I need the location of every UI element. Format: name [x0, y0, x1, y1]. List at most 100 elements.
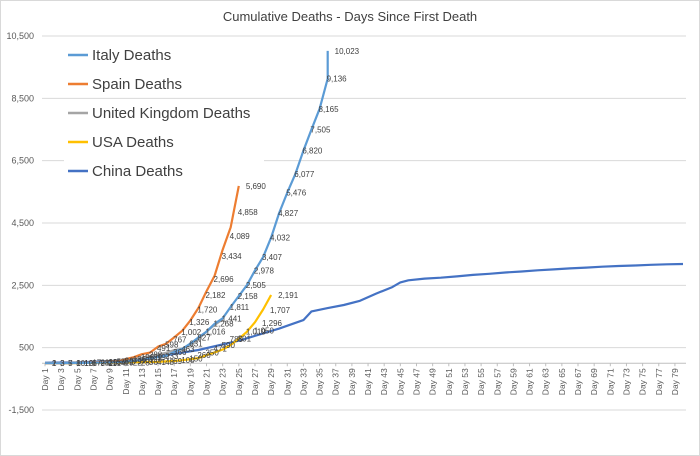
data-label: 22: [133, 359, 142, 368]
legend-label: USA Deaths: [92, 134, 174, 151]
legend-entry-bg: [64, 100, 264, 122]
x-tick-label: Day 37: [331, 368, 341, 395]
x-axis-ticks: Day 1 Day 3 Day 5 Day 7 Day 9 Day 11 Day 13 Day…: [40, 363, 680, 395]
data-label: 8: [76, 359, 81, 368]
data-label: 11: [109, 359, 118, 368]
data-label: 801: [238, 334, 252, 343]
data-label: 41: [157, 358, 166, 367]
data-label: 2,158: [238, 292, 259, 301]
x-tick-label: Day 3: [56, 368, 66, 390]
data-label: 79: [133, 357, 142, 366]
data-label: 350: [205, 348, 219, 357]
data-label: 12: [84, 359, 93, 368]
data-label: 28: [100, 358, 109, 367]
x-tick-label: Day 59: [508, 368, 518, 395]
x-tick-label: Day 29: [266, 368, 276, 395]
legend-entry-bg: [64, 71, 264, 93]
legend-label: Spain Deaths: [92, 76, 182, 93]
y-axis-ticks: -1,500 500 2,500 4,500 6,500 8,500 10,500: [6, 31, 34, 415]
data-label: 767: [173, 335, 187, 344]
data-labels: 10,023 9,136 8,165 7,505 6,820 6,077 5,476 4,82…: [52, 47, 360, 368]
x-tick-label: Day 23: [218, 368, 228, 395]
x-tick-label: Day 77: [654, 368, 664, 395]
data-label: 1,720: [197, 306, 218, 315]
legend: Italy Deaths Spain Deaths United Kingdom D…: [64, 42, 264, 180]
data-label: 8,165: [319, 105, 340, 114]
data-label: 35: [109, 358, 118, 367]
x-tick-label: Day 49: [428, 368, 438, 395]
x-tick-label: Day 35: [315, 368, 325, 395]
data-label: 196: [141, 353, 155, 362]
data-label: 10: [76, 359, 85, 368]
data-label: 55: [117, 358, 126, 367]
x-tick-label: Day 65: [557, 368, 567, 395]
data-label: 233: [165, 352, 179, 361]
x-tick-label: Day 31: [282, 368, 292, 395]
y-tick-label: -1,500: [8, 405, 34, 415]
x-tick-label: Day 25: [234, 368, 244, 395]
y-tick-label: 6,500: [11, 156, 34, 166]
x-tick-label: Day 69: [589, 368, 599, 395]
x-tick-label: Day 67: [573, 368, 583, 395]
data-label: 4,032: [270, 234, 291, 243]
x-tick-label: Day 51: [444, 368, 454, 395]
series-lines: [44, 50, 684, 365]
data-label: 1,019: [246, 327, 267, 336]
data-label: 1,002: [181, 328, 202, 337]
data-label: 69: [173, 357, 182, 366]
data-label: 1: [52, 359, 57, 368]
data-label: 2,191: [278, 291, 299, 300]
data-label: 4,858: [238, 208, 259, 217]
data-label: 2,978: [254, 266, 275, 275]
x-tick-label: Day 41: [363, 368, 373, 395]
x-tick-label: Day 73: [621, 368, 631, 395]
x-tick-label: Day 1: [40, 368, 50, 390]
data-label: 366: [173, 348, 187, 357]
data-label: 260: [197, 351, 211, 360]
data-label: 3: [60, 359, 65, 368]
x-tick-label: Day 45: [395, 368, 405, 395]
data-label: 1,707: [270, 306, 291, 315]
x-tick-label: Day 19: [185, 368, 195, 395]
data-label: 471: [214, 345, 228, 354]
data-label: 6,820: [302, 147, 323, 156]
data-label: 28: [141, 358, 150, 367]
data-label: 48: [165, 358, 174, 367]
x-tick-label: Day 79: [670, 368, 680, 395]
data-label: 5,690: [246, 182, 267, 191]
data-label: 5,476: [286, 189, 307, 198]
data-label: 197: [157, 353, 171, 362]
x-tick-label: Day 33: [298, 368, 308, 395]
data-label: 100: [181, 356, 195, 365]
data-label: 7,505: [310, 125, 331, 134]
data-label: 1,050: [254, 327, 275, 336]
data-label: 288: [149, 350, 163, 359]
data-label: 3: [60, 359, 65, 368]
x-tick-label: Day 17: [169, 368, 179, 395]
x-tick-label: Day 43: [379, 368, 389, 395]
x-tick-label: Day 7: [88, 368, 98, 390]
data-label: 1,441: [222, 314, 243, 323]
data-label: 2,696: [214, 275, 235, 284]
legend-label: China Deaths: [92, 163, 183, 180]
data-label: 136: [133, 355, 147, 364]
data-label: 52: [125, 358, 134, 367]
x-tick-label: Day 21: [202, 368, 212, 395]
data-label: 631: [189, 340, 203, 349]
data-label: 598: [165, 341, 179, 350]
x-tick-label: Day 13: [137, 368, 147, 395]
chart-title: Cumulative Deaths - Days Since First Dea…: [223, 9, 477, 24]
x-tick-label: Day 75: [638, 368, 648, 395]
y-tick-label: 4,500: [11, 218, 34, 228]
legend-label: United Kingdom Deaths: [92, 105, 250, 122]
x-tick-label: Day 47: [411, 368, 421, 395]
y-tick-label: 8,500: [11, 93, 34, 103]
data-label: 2,505: [246, 281, 267, 290]
data-label: 463: [181, 345, 195, 354]
data-label: 9,136: [327, 75, 348, 84]
data-label: 1,296: [262, 319, 283, 328]
data-label: 1,326: [189, 318, 210, 327]
series-line-china-deaths: [44, 262, 684, 364]
data-label: 1: [84, 359, 89, 368]
